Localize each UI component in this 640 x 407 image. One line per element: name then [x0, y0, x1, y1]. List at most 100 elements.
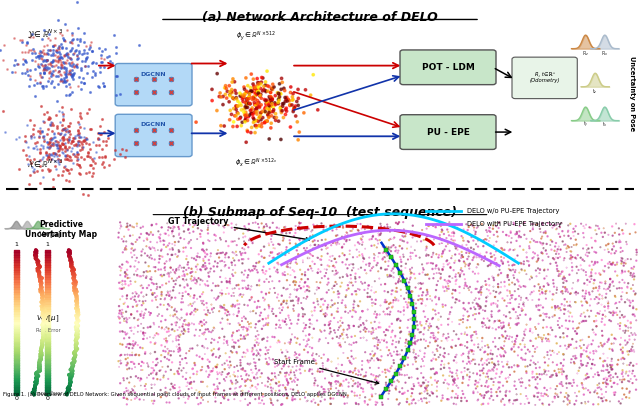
- Point: [228, 273, 238, 279]
- Point: [169, 307, 179, 313]
- Point: [477, 335, 488, 341]
- Point: [245, 309, 255, 315]
- Point: [177, 265, 187, 271]
- Point: [138, 281, 148, 288]
- Point: [514, 293, 524, 299]
- Point: [264, 252, 275, 259]
- Point: [77, 144, 87, 151]
- Point: [619, 356, 629, 362]
- Point: [63, 129, 73, 135]
- Point: [626, 285, 636, 292]
- Point: [395, 329, 405, 336]
- Point: [90, 70, 100, 76]
- Point: [30, 77, 40, 83]
- Point: [402, 396, 412, 402]
- Point: [510, 256, 520, 262]
- Point: [256, 91, 266, 98]
- Point: [38, 85, 49, 91]
- Point: [304, 331, 314, 338]
- Point: [254, 394, 264, 400]
- Point: [481, 374, 491, 380]
- Point: [121, 385, 131, 392]
- Point: [431, 311, 441, 317]
- Point: [470, 328, 481, 335]
- Point: [265, 286, 275, 292]
- Point: [218, 249, 228, 256]
- Point: [356, 230, 366, 237]
- Point: [534, 307, 545, 313]
- Point: [83, 109, 93, 116]
- Point: [333, 237, 343, 244]
- Point: [196, 394, 207, 401]
- Point: [611, 371, 621, 377]
- Point: [477, 256, 487, 263]
- Point: [192, 236, 202, 242]
- Point: [586, 269, 596, 276]
- Point: [573, 368, 584, 374]
- Point: [404, 401, 415, 407]
- Point: [525, 228, 536, 234]
- Point: [325, 325, 335, 332]
- Point: [178, 222, 188, 229]
- Point: [321, 335, 331, 341]
- Point: [559, 302, 570, 309]
- Point: [584, 291, 595, 298]
- Point: [326, 371, 337, 378]
- Point: [470, 311, 480, 317]
- Point: [204, 257, 214, 263]
- Point: [563, 289, 573, 295]
- Point: [563, 308, 573, 315]
- Point: [577, 256, 588, 263]
- Point: [387, 267, 397, 274]
- Point: [474, 302, 484, 309]
- Point: [468, 389, 479, 396]
- Point: [522, 295, 532, 301]
- Point: [195, 327, 205, 333]
- Point: [484, 276, 494, 282]
- Point: [238, 256, 248, 263]
- Point: [136, 225, 146, 231]
- Point: [87, 48, 97, 54]
- Point: [557, 276, 568, 282]
- Point: [356, 322, 366, 328]
- Point: [291, 256, 301, 263]
- Point: [282, 298, 292, 304]
- Point: [574, 388, 584, 395]
- Point: [219, 224, 229, 231]
- Point: [444, 273, 454, 280]
- Point: [576, 354, 586, 360]
- Point: [214, 346, 224, 352]
- Point: [214, 250, 225, 256]
- Point: [436, 226, 447, 233]
- Point: [282, 248, 292, 255]
- Point: [56, 40, 67, 47]
- Point: [275, 241, 285, 248]
- Point: [444, 315, 454, 322]
- Point: [212, 107, 222, 114]
- Point: [39, 66, 49, 72]
- Point: [375, 232, 385, 238]
- Point: [147, 222, 157, 229]
- Point: [545, 260, 556, 267]
- Point: [537, 286, 547, 293]
- Point: [246, 129, 256, 136]
- Point: [373, 240, 383, 247]
- Point: [477, 320, 487, 326]
- Point: [469, 341, 479, 348]
- Point: [451, 296, 461, 302]
- Point: [244, 400, 255, 406]
- Point: [484, 395, 495, 402]
- Point: [136, 289, 147, 296]
- Point: [262, 321, 273, 328]
- Point: [396, 256, 406, 263]
- Point: [186, 269, 196, 276]
- Point: [344, 237, 355, 243]
- Point: [298, 328, 308, 335]
- Point: [615, 239, 625, 245]
- Point: [392, 377, 403, 384]
- Point: [563, 222, 573, 229]
- Point: [540, 385, 550, 391]
- Point: [584, 274, 595, 280]
- Point: [61, 66, 71, 73]
- Point: [174, 248, 184, 255]
